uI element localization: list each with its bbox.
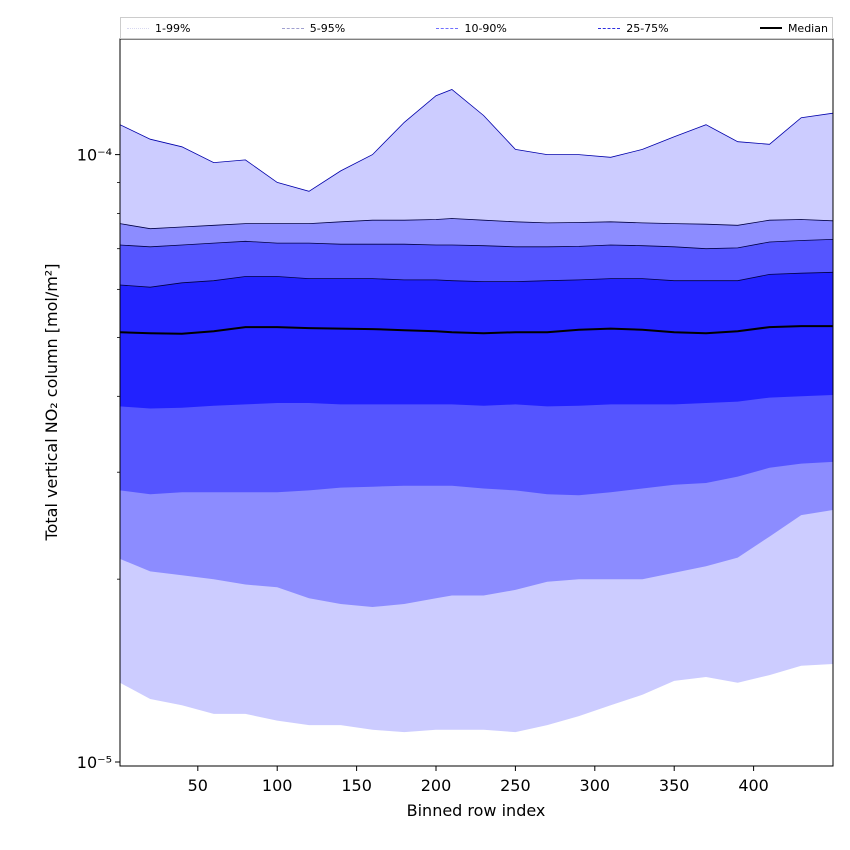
legend-label: 10-90% [464,21,507,35]
legend-item: 1-99% [127,22,190,35]
legend-swatch [759,27,782,29]
legend-item: 10-90% [436,21,507,35]
plot-lines [120,89,833,335]
x-tick-label: 200 [421,776,452,795]
legend-item: Median [759,21,828,35]
legend-item: 25-75% [598,21,669,35]
legend-label: 5-95% [309,21,346,35]
x-tick-label: 50 [188,776,208,795]
x-tick-label: 100 [262,776,293,795]
band-edge-25-75% [120,271,833,288]
legend-swatch [281,27,304,29]
x-tick-label: 250 [500,776,531,795]
y-tick-label: 10⁻⁴ [77,146,112,165]
y-tick-label: 10⁻⁵ [77,753,112,772]
plot-frame [119,38,834,767]
plot-bands [120,89,833,733]
x-axis-label: Binned row index [407,801,546,820]
x-tick-label: 350 [659,776,690,795]
y-axis-ticks: 10⁻⁵ 10⁻⁴ [77,146,120,772]
legend-item: 5-95% [281,21,346,35]
band-edge-10-90% [120,239,833,250]
x-tick-label: 400 [738,776,769,795]
legend-label: Median [787,21,828,35]
x-tick-label: 300 [580,776,611,795]
legend-swatch [436,27,459,29]
legend-label: 1-99% [155,21,191,35]
legend-label: 25-75% [626,21,669,35]
band-25-75% [120,272,833,409]
median-line [120,325,833,335]
legend-swatch [127,27,149,29]
x-axis-ticks: 50 100 150 200 250 300 350 400 [188,766,769,795]
band-edge-5-95% [120,218,833,230]
band-edge-1-99% [120,89,833,192]
x-tick-label: 150 [341,776,372,795]
y-axis-label: Total vertical NO₂ column [mol/m²] [42,264,61,542]
legend: 1-99% 5-95% 10-90% 25-75% Median [120,17,833,39]
legend-swatch [598,27,621,29]
